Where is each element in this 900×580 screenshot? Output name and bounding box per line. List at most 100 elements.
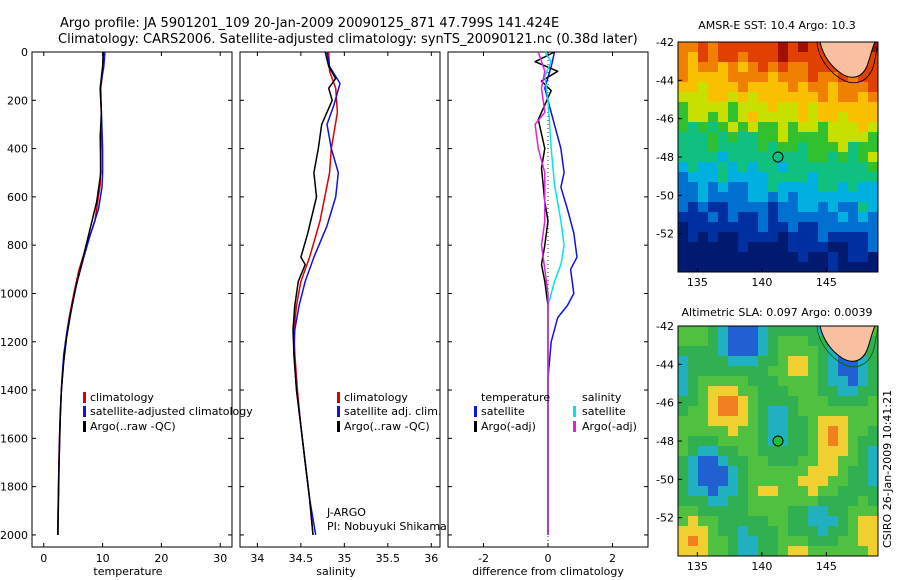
map-cell	[748, 182, 758, 192]
map-cell	[858, 202, 868, 212]
map-cell	[858, 486, 868, 496]
map-cell	[838, 202, 848, 212]
x-tick-label: 34.5	[289, 552, 314, 565]
map-cell	[818, 416, 828, 426]
map-cell	[798, 142, 808, 152]
map-cell	[818, 72, 828, 82]
map-cell	[708, 466, 718, 476]
map-cell	[758, 142, 768, 152]
map-cell	[728, 142, 738, 152]
map-cell	[688, 232, 698, 242]
map-cell	[768, 162, 778, 172]
map-cell	[828, 92, 838, 102]
map-cell	[848, 232, 858, 242]
map-cell	[748, 336, 758, 346]
map-cell	[688, 142, 698, 152]
map-cell	[798, 242, 808, 252]
map-cell	[858, 526, 868, 536]
map-cell	[788, 346, 798, 356]
map-cell	[848, 82, 858, 92]
map-cell	[778, 212, 788, 222]
map-cell	[738, 242, 748, 252]
map-cell	[808, 242, 818, 252]
map-cell	[698, 142, 708, 152]
x-tick-label: 0	[545, 552, 552, 565]
lon-tick-label: 145	[816, 276, 837, 289]
map-cell	[778, 356, 788, 366]
map-cell	[848, 242, 858, 252]
map-cell	[708, 92, 718, 102]
x-tick-label: 20	[154, 552, 168, 565]
map-cell	[798, 202, 808, 212]
map-cell	[738, 262, 748, 272]
map-cell	[828, 386, 838, 396]
map-cell	[848, 446, 858, 456]
map-cell	[728, 486, 738, 496]
map-cell	[768, 486, 778, 496]
map-cell	[868, 102, 878, 112]
map-cell	[738, 476, 748, 486]
map-cell	[678, 82, 688, 92]
map-cell	[758, 506, 768, 516]
map-cell	[808, 122, 818, 132]
map-cell	[858, 252, 868, 262]
map-cell	[828, 426, 838, 436]
map-cell	[748, 162, 758, 172]
map-cell	[798, 486, 808, 496]
map-cell	[838, 112, 848, 122]
map-cell	[778, 172, 788, 182]
map-cell	[788, 192, 798, 202]
map-cell	[688, 506, 698, 516]
map-cell	[858, 446, 868, 456]
map-cell	[678, 192, 688, 202]
map-cell	[698, 242, 708, 252]
map-cell	[708, 496, 718, 506]
map-cell	[678, 152, 688, 162]
lat-tick-label: -48	[656, 435, 674, 448]
map-cell	[858, 132, 868, 142]
map-cell	[758, 406, 768, 416]
map-cell	[748, 436, 758, 446]
map-cell	[698, 516, 708, 526]
map-cell	[748, 456, 758, 466]
legend-temp-argo-swatch	[474, 421, 477, 432]
map-cell	[868, 526, 878, 536]
map-cell	[818, 366, 828, 376]
map-cell	[808, 386, 818, 396]
map-cell	[678, 232, 688, 242]
map-cell	[788, 506, 798, 516]
map-cell	[678, 326, 688, 336]
map-cell	[698, 496, 708, 506]
tasmania-coast-sla	[816, 325, 879, 368]
map-cell	[678, 52, 688, 62]
legend-satellite-swatch	[337, 406, 340, 417]
map-cell	[818, 52, 828, 62]
map-cell	[858, 546, 868, 556]
map-cell	[688, 122, 698, 132]
map-cell	[708, 506, 718, 516]
map-cell	[688, 102, 698, 112]
map-cell	[818, 466, 828, 476]
salinity-ticks: 34 34.5 35 35.5 36	[250, 52, 438, 565]
map-cell	[698, 326, 708, 336]
map-cell	[838, 546, 848, 556]
map-cell	[718, 102, 728, 112]
map-cell	[858, 82, 868, 92]
map-cell	[788, 182, 798, 192]
map-cell	[828, 526, 838, 536]
map-cell	[688, 486, 698, 496]
map-cell	[768, 346, 778, 356]
map-cell	[798, 456, 808, 466]
map-cell	[788, 132, 798, 142]
map-cell	[798, 466, 808, 476]
map-cell	[868, 232, 878, 242]
map-cell	[698, 132, 708, 142]
map-cell	[848, 202, 858, 212]
map-cell	[838, 456, 848, 466]
depth-tick-label: 2000	[0, 529, 28, 542]
map-cell	[738, 406, 748, 416]
map-cell	[798, 122, 808, 132]
map-cell	[818, 142, 828, 152]
map-cell	[778, 262, 788, 272]
map-cell	[718, 112, 728, 122]
